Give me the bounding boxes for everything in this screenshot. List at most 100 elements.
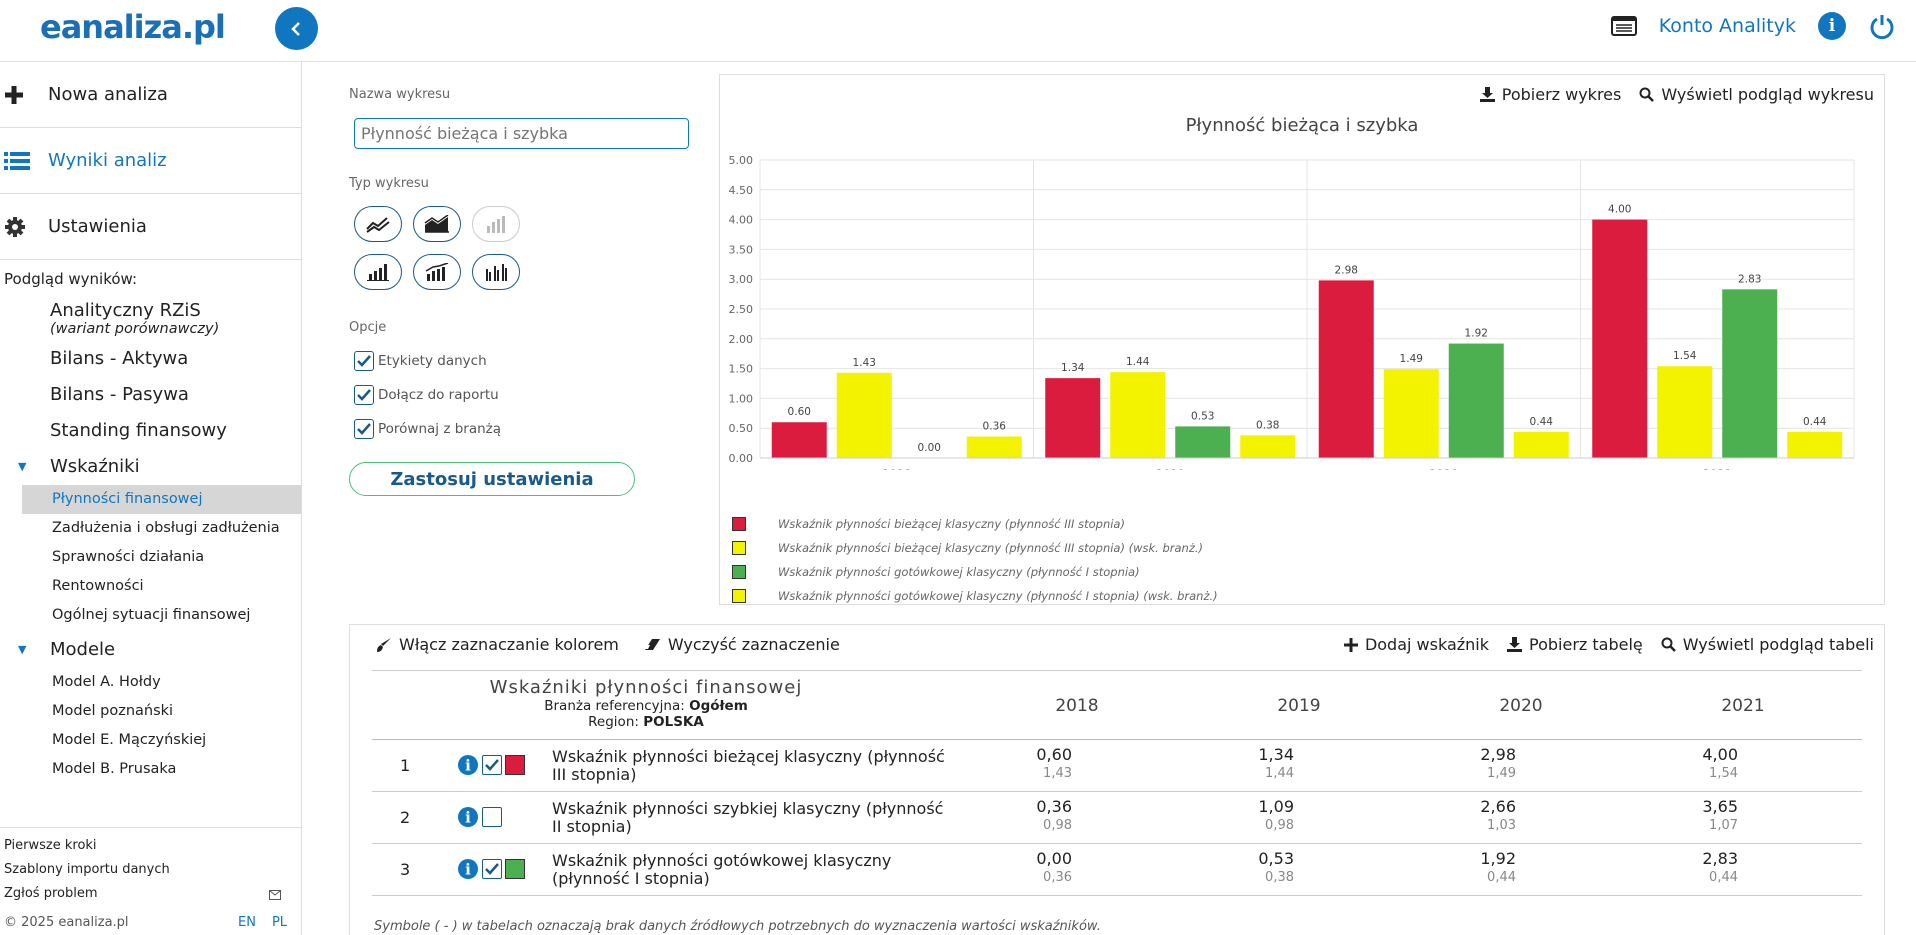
chart-type-bar-disabled[interactable] [472,206,520,242]
indicator-name: Wskaźnik płynności bieżącej klasyczny (p… [552,747,945,784]
svg-text:i: i [465,809,471,827]
benchmark-value: 0,44 [1487,870,1516,885]
bar-chart: 0.00 0.50 1.00 1.50 2.00 2.50 3.00 3.50 4.00 4.50… [729,154,1855,470]
sidebar-sub-sprawnosci[interactable]: Sprawności działania [52,549,205,565]
table-row: 3 i Wskaźnik płynności gotówkowej klasyczn… [372,844,1862,896]
eraser-icon [643,638,660,650]
add-indicator-button[interactable]: Dodaj wskaźnik [1343,635,1489,654]
info-icon[interactable]: i [1818,12,1846,40]
sidebar-item-aktywa[interactable]: Bilans - Aktywa [50,348,189,369]
bar [1592,219,1648,458]
year-header: 2021 [1721,696,1765,716]
download-chart-button[interactable]: Pobierz wykres [1479,85,1622,104]
add-indicator-label: Dodaj wskaźnik [1364,635,1489,654]
download-table-button[interactable]: Pobierz tabelę [1507,635,1643,654]
download-icon [1479,87,1495,102]
benchmark-value: 1,54 [1709,766,1738,781]
legend-item[interactable]: Wskaźnik płynności bieżącej klasyczny (p… [732,512,1218,536]
sidebar-results[interactable]: Wyniki analiz [0,128,301,194]
sidebar-sub-model-maczynskiej[interactable]: Model E. Mączyńskiej [52,732,207,748]
check-icon[interactable] [354,351,374,371]
row-checkbox[interactable] [482,755,502,775]
check-icon[interactable] [354,419,374,439]
chart-type-area[interactable] [413,206,461,242]
bar [1448,343,1504,458]
data-label: 1.49 [1400,353,1423,365]
sidebar-new-analysis[interactable]: Nowa analiza [0,62,301,128]
y-tick-label: 3.00 [729,273,754,286]
sidebar-sub-model-prusaka[interactable]: Model B. Prusaka [52,761,177,777]
sidebar-item-pasywa[interactable]: Bilans - Pasywa [50,384,189,405]
y-tick-label: 1.50 [729,363,754,376]
chart-legend: Wskaźnik płynności bieżącej klasyczny (p… [732,512,1218,608]
sidebar-item-rzis-sub: (wariant porównawczy) [50,321,220,337]
sidebar-item-standing[interactable]: Standing finansowy [50,420,227,441]
lang-en[interactable]: EN [238,915,256,930]
table-row: 2 i Wskaźnik płynności szybkiej klasyczny … [372,792,1862,844]
sidebar-sub-model-poznanski[interactable]: Model poznański [52,703,174,719]
row-color-swatch[interactable] [505,859,525,879]
chart-name-label: Nazwa wykresu [349,87,451,102]
option-data-labels[interactable]: Etykiety danych [354,351,487,371]
back-button[interactable] [275,7,318,50]
top-bar: eanaliza.pl Konto Analityk i [0,0,1916,62]
apply-settings-button[interactable]: Zastosuj ustawienia [349,462,635,496]
legend-item[interactable]: Wskaźnik płynności bieżącej klasyczny (p… [732,536,1218,560]
footer-link-first-steps[interactable]: Pierwsze kroki [4,838,97,853]
check-icon[interactable] [354,385,374,405]
mail-icon [269,890,281,900]
sidebar-group-wskazniki[interactable]: ▼ Wskaźniki [0,447,301,485]
table-row: 1 i Wskaźnik płynności bieżącej klasyczny … [372,740,1862,792]
info-icon[interactable]: i [457,858,479,880]
chart-type-grouped-bar[interactable] [472,254,520,290]
sidebar-results-label: Wyniki analiz [48,150,167,171]
sidebar-item-rzis[interactable]: Analityczny RZiS (wariant porównawczy) [0,300,301,337]
info-icon[interactable]: i [457,806,479,828]
sidebar-group-wskazniki-label: Wskaźniki [50,455,140,477]
row-number: 1 [400,756,411,775]
lang-pl[interactable]: PL [271,915,288,930]
power-icon[interactable] [1868,12,1896,40]
option-attach-report[interactable]: Dołącz do raportu [354,385,499,405]
y-tick-label: 1.00 [729,392,754,405]
chart-type-bar-line[interactable] [413,254,461,290]
chart-type-stacked-bar[interactable] [354,254,402,290]
chart-type-line[interactable] [354,206,402,242]
logo[interactable]: eanaliza.pl [40,8,226,46]
sidebar-sub-plynnosci[interactable]: Płynności finansowej [22,485,301,514]
option-compare-industry[interactable]: Porównaj z branżą [354,419,501,439]
info-icon[interactable]: i [457,754,479,776]
footer-link-templates[interactable]: Szablony importu danych [4,862,170,877]
preview-table-button[interactable]: Wyświetl podgląd tabeli [1661,635,1874,654]
sidebar-sub-rentownosci[interactable]: Rentowności [52,578,144,594]
bar [1513,431,1569,458]
row-checkbox[interactable] [482,859,502,879]
options-label: Opcje [349,320,387,335]
row-color-swatch[interactable] [505,755,525,775]
bar [1045,378,1101,458]
sidebar-group-modele[interactable]: ▼ Modele [0,630,301,668]
sidebar-sub-ogolnej[interactable]: Ogólnej sytuacji finansowej [52,607,251,623]
value: 3,65 [1702,797,1738,816]
value: 2,98 [1480,745,1516,764]
legend-item[interactable]: Wskaźnik płynności gotówkowej klasyczny … [732,584,1218,608]
row-checkbox[interactable] [482,807,502,827]
download-chart-label: Pobierz wykres [1501,85,1622,104]
data-label: 4.00 [1608,204,1631,216]
chart-name-input[interactable] [354,118,689,149]
legend-label: Wskaźnik płynności gotówkowej klasyczny … [778,565,1140,579]
sidebar-sub-zadluzenia[interactable]: Zadłużenia i obsługi zadłużenia [52,520,280,536]
color-mark-button[interactable]: Włącz zaznaczanie kolorem [376,635,619,654]
legend-item[interactable]: Wskaźnik płynności gotówkowej klasyczny … [732,560,1218,584]
year-value-cell: 0,60 1,43 [972,745,1072,781]
sidebar-sub-model-holdy[interactable]: Model A. Hołdy [52,674,161,690]
row-number: 3 [400,860,411,879]
account-card-icon[interactable] [1610,16,1637,36]
sidebar-settings[interactable]: Ustawienia [0,194,301,260]
footer-report-problem[interactable]: Zgłoś problem [0,882,301,906]
x-tick-label: 2018 [882,467,911,470]
grouped-bar-icon [486,264,507,281]
preview-chart-button[interactable]: Wyświetl podgląd wykresu [1639,85,1874,104]
clear-mark-button[interactable]: Wyczyść zaznaczenie [643,635,840,654]
account-link[interactable]: Konto Analityk [1658,15,1796,37]
